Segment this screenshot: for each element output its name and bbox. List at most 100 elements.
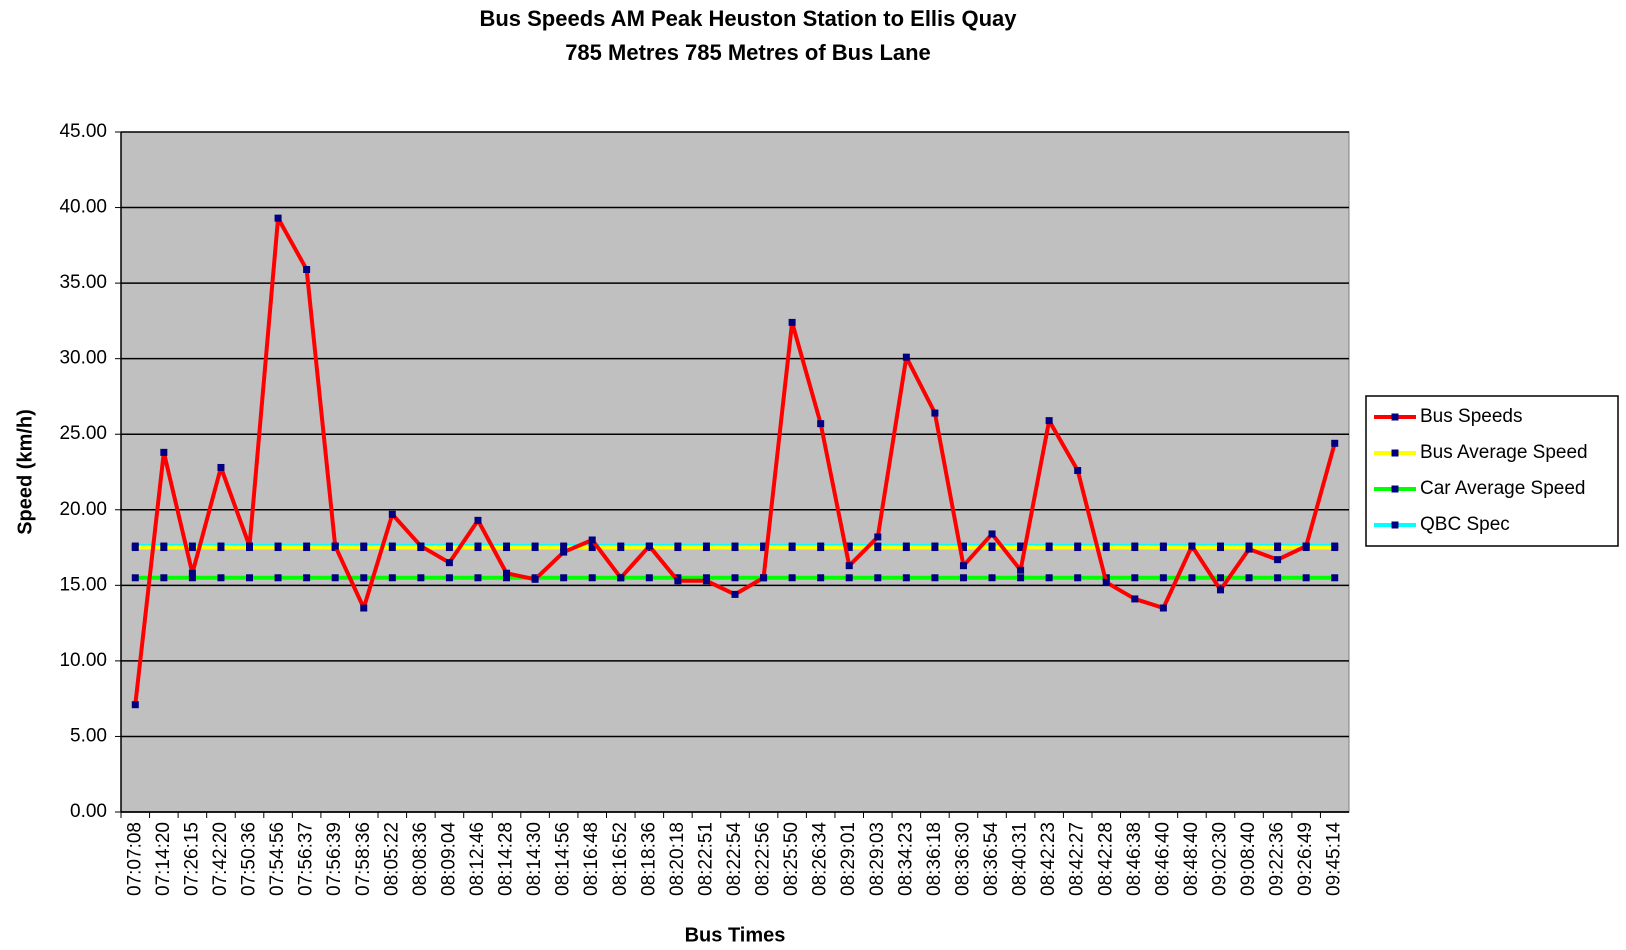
- x-tick-label: 08:05:22: [381, 822, 402, 896]
- point-marker: [274, 574, 282, 582]
- x-tick-label: 08:09:04: [438, 822, 459, 896]
- point-marker: [788, 574, 796, 582]
- x-tick-label: 07:50:36: [239, 822, 260, 896]
- x-tick-label: 08:46:40: [1152, 822, 1173, 896]
- x-tick-label: 07:56:39: [324, 822, 345, 896]
- point-marker: [445, 544, 453, 552]
- point-marker: [1159, 574, 1167, 582]
- point-marker: [303, 266, 311, 274]
- point-marker: [931, 409, 939, 417]
- legend-label: QBC Spec: [1420, 514, 1510, 535]
- point-marker: [160, 448, 168, 456]
- point-marker: [817, 544, 825, 552]
- point-marker: [874, 574, 882, 582]
- point-marker: [874, 544, 882, 552]
- chart-title: Bus Speeds AM Peak Heuston Station to El…: [479, 6, 1017, 31]
- y-tick-label: 10.00: [59, 650, 107, 671]
- point-marker: [1331, 544, 1339, 552]
- point-marker: [959, 574, 967, 582]
- point-marker: [1274, 556, 1282, 564]
- x-tick-label: 08:22:56: [753, 822, 774, 896]
- y-tick-label: 5.00: [70, 725, 107, 746]
- point-marker: [817, 420, 825, 428]
- point-marker: [1159, 544, 1167, 552]
- point-marker: [902, 353, 910, 361]
- legend-marker: [1391, 413, 1399, 421]
- point-marker: [1216, 544, 1224, 552]
- x-tick-label: 07:42:20: [210, 822, 231, 896]
- point-marker: [588, 544, 596, 552]
- x-tick-label: 08:22:51: [695, 822, 716, 896]
- point-marker: [731, 590, 739, 598]
- x-tick-label: 07:26:15: [181, 822, 202, 896]
- x-tick-label: 07:07:08: [124, 822, 145, 896]
- y-tick-label: 0.00: [70, 801, 107, 822]
- x-tick-label: 08:22:54: [724, 822, 745, 896]
- point-marker: [1274, 574, 1282, 582]
- point-marker: [188, 569, 196, 577]
- point-marker: [931, 544, 939, 552]
- point-marker: [788, 318, 796, 326]
- point-marker: [331, 542, 339, 550]
- point-marker: [417, 542, 425, 550]
- point-marker: [1216, 586, 1224, 594]
- point-marker: [617, 574, 625, 582]
- point-marker: [1131, 544, 1139, 552]
- point-marker: [445, 574, 453, 582]
- chart-subtitle: 785 Metres 785 Metres of Bus Lane: [565, 40, 931, 65]
- x-tick-label: 07:54:56: [267, 822, 288, 896]
- y-axis-title: Speed (km/h): [14, 409, 36, 535]
- point-marker: [1274, 544, 1282, 552]
- x-tick-label: 07:14:20: [153, 822, 174, 896]
- legend-label: Bus Speeds: [1420, 406, 1522, 427]
- x-tick-label: 08:40:31: [1010, 822, 1031, 896]
- point-marker: [531, 575, 539, 583]
- legend-marker: [1391, 449, 1399, 457]
- point-marker: [959, 544, 967, 552]
- point-marker: [1045, 544, 1053, 552]
- point-marker: [588, 574, 596, 582]
- y-tick-label: 15.00: [59, 574, 107, 595]
- x-tick-label: 09:26:49: [1295, 822, 1316, 896]
- x-tick-label: 08:34:23: [895, 822, 916, 896]
- point-marker: [503, 574, 511, 582]
- point-marker: [1216, 574, 1224, 582]
- point-marker: [702, 544, 710, 552]
- point-marker: [845, 562, 853, 570]
- point-marker: [845, 544, 853, 552]
- point-marker: [560, 574, 568, 582]
- point-marker: [731, 544, 739, 552]
- point-marker: [645, 574, 653, 582]
- point-marker: [531, 544, 539, 552]
- point-marker: [1017, 544, 1025, 552]
- point-marker: [1302, 542, 1310, 550]
- point-marker: [1045, 417, 1053, 425]
- point-marker: [1159, 604, 1167, 612]
- x-tick-label: 08:36:54: [981, 822, 1002, 896]
- point-marker: [217, 463, 225, 471]
- point-marker: [360, 574, 368, 582]
- point-marker: [388, 574, 396, 582]
- y-tick-label: 45.00: [59, 121, 107, 142]
- point-marker: [417, 574, 425, 582]
- point-marker: [160, 574, 168, 582]
- point-marker: [131, 574, 139, 582]
- point-marker: [988, 530, 996, 538]
- point-marker: [788, 544, 796, 552]
- point-marker: [217, 544, 225, 552]
- point-marker: [731, 574, 739, 582]
- point-marker: [1074, 466, 1082, 474]
- point-marker: [1045, 574, 1053, 582]
- point-marker: [1102, 578, 1110, 586]
- point-marker: [331, 574, 339, 582]
- x-tick-label: 08:26:34: [810, 822, 831, 896]
- legend-box: [1365, 395, 1619, 547]
- point-marker: [988, 544, 996, 552]
- point-marker: [1188, 574, 1196, 582]
- legend-label: Car Average Speed: [1420, 478, 1586, 499]
- x-tick-label: 08:14:30: [524, 822, 545, 896]
- x-tick-label: 08:42:23: [1038, 822, 1059, 896]
- point-marker: [1331, 439, 1339, 447]
- x-tick-label: 08:14:28: [496, 822, 517, 896]
